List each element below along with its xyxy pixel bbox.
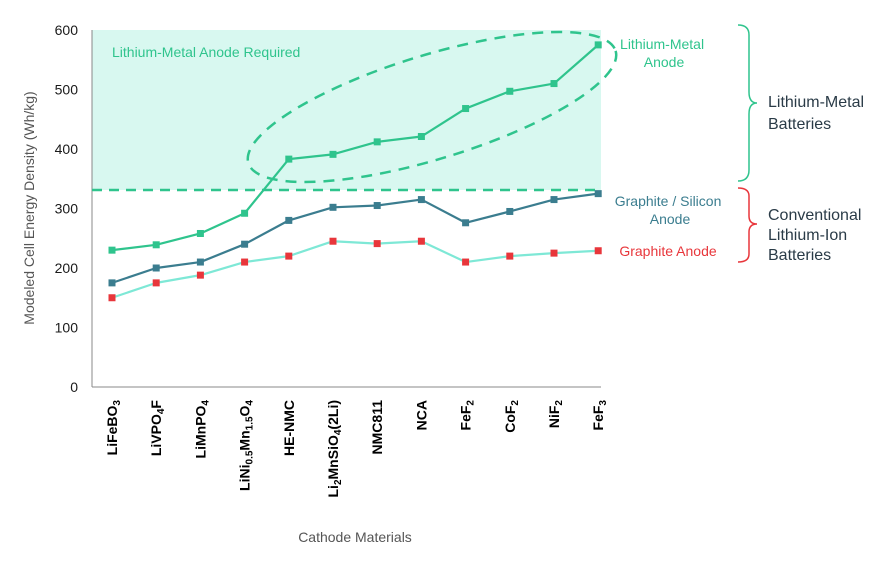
data-point-lithium-metal-anode xyxy=(196,229,204,237)
data-point-graphite-anode xyxy=(462,258,470,266)
y-axis-title: Modeled Cell Energy Density (Wh/kg) xyxy=(21,91,37,324)
x-category-label: FeF2 xyxy=(458,400,477,431)
conventional-li-ion-bracket xyxy=(737,187,758,263)
data-point-lithium-metal-anode xyxy=(241,209,249,217)
data-point-graphite-silicon-anode xyxy=(373,202,381,210)
data-point-graphite-silicon-anode xyxy=(550,196,558,204)
group-label-conventional-line3: Batteries xyxy=(768,247,831,264)
series-label-graphite: Graphite Anode xyxy=(619,243,717,259)
series-label-lithium-metal-line2: Anode xyxy=(644,54,685,70)
data-point-graphite-anode xyxy=(506,252,514,260)
x-category-label: NiF2 xyxy=(546,400,565,429)
y-tick-labels: 0 100 200 300 400 500 600 xyxy=(55,22,79,395)
group-label-lithium-metal-line2: Batteries xyxy=(768,116,831,133)
series-label-lithium-metal-line1: Lithium-Metal xyxy=(620,36,704,52)
y-tick-label: 100 xyxy=(55,320,79,336)
data-point-lithium-metal-anode xyxy=(506,87,514,95)
data-point-graphite-silicon-anode xyxy=(241,240,249,248)
series-line-graphite-anode xyxy=(111,240,599,299)
data-point-graphite-silicon-anode xyxy=(196,258,204,266)
data-point-graphite-silicon-anode xyxy=(285,216,293,224)
data-point-lithium-metal-anode xyxy=(417,133,425,141)
data-point-graphite-silicon-anode xyxy=(152,264,160,272)
li-metal-required-region xyxy=(92,30,601,190)
data-point-lithium-metal-anode xyxy=(285,155,293,163)
data-point-graphite-silicon-anode xyxy=(108,279,116,287)
x-category-label: Li2MnSiO4(2Li) xyxy=(325,400,344,498)
data-point-graphite-anode xyxy=(241,258,249,266)
group-label-conventional-line1: Conventional xyxy=(768,207,861,224)
series-line-graphite-silicon-anode xyxy=(111,192,599,284)
data-point-lithium-metal-anode xyxy=(152,241,160,249)
x-category-label: NCA xyxy=(413,400,429,430)
group-label-lithium-metal-line1: Lithium-Metal xyxy=(768,94,864,111)
data-point-graphite-anode xyxy=(196,271,204,279)
data-point-graphite-silicon-anode xyxy=(506,207,514,215)
data-point-graphite-silicon-anode xyxy=(329,203,337,211)
data-point-lithium-metal-anode xyxy=(594,41,602,49)
x-category-label: LiVPO4F xyxy=(148,400,167,457)
data-point-graphite-anode xyxy=(329,237,337,245)
group-label-conventional-line2: Lithium-Ion xyxy=(768,227,847,244)
y-tick-label: 400 xyxy=(55,141,79,157)
x-category-label: LiMnPO4 xyxy=(192,400,211,459)
y-tick-label: 200 xyxy=(55,260,79,276)
data-point-lithium-metal-anode xyxy=(550,80,558,88)
series-label-graphite-silicon-line2: Anode xyxy=(650,211,691,227)
group-label-lithium-metal: Lithium-Metal Batteries xyxy=(768,94,868,133)
y-tick-label: 600 xyxy=(55,22,79,38)
x-category-label: FeF3 xyxy=(590,400,609,431)
data-point-graphite-anode xyxy=(285,252,293,260)
series-lines xyxy=(111,44,599,299)
data-point-graphite-anode xyxy=(594,247,602,255)
data-point-graphite-anode xyxy=(108,294,116,302)
data-point-lithium-metal-anode xyxy=(329,150,337,158)
threshold-label: Lithium-Metal Anode Required xyxy=(112,44,300,60)
lithium-metal-batteries-bracket xyxy=(737,24,758,182)
data-point-lithium-metal-anode xyxy=(108,246,116,254)
x-category-label: LiFeBO3 xyxy=(104,400,123,456)
x-category-label: NMC811 xyxy=(369,400,385,455)
y-tick-label: 500 xyxy=(55,82,79,98)
series-line-lithium-metal-anode xyxy=(111,44,599,252)
x-category-label: HE-NMC xyxy=(281,400,297,456)
x-category-label: LiNi0.5Mn1.5O4 xyxy=(237,400,256,491)
data-point-graphite-anode xyxy=(417,237,425,245)
data-point-graphite-anode xyxy=(152,279,160,287)
x-category-labels: LiFeBO3 LiVPO4F LiMnPO4 LiNi0.5Mn1.5O4 HE-NM… xyxy=(104,400,609,498)
data-point-lithium-metal-anode xyxy=(373,138,381,146)
data-point-graphite-anode xyxy=(373,240,381,248)
data-point-graphite-silicon-anode xyxy=(594,190,602,198)
data-point-lithium-metal-anode xyxy=(462,105,470,113)
data-point-graphite-silicon-anode xyxy=(462,219,470,227)
series-label-graphite-silicon: Graphite / Silicon Anode xyxy=(615,193,726,227)
group-label-conventional: Conventional Lithium-Ion Batteries xyxy=(768,207,866,264)
lithium-metal-highlight-ellipse xyxy=(246,30,618,184)
x-axis-title: Cathode Materials xyxy=(298,529,412,545)
series-label-graphite-silicon-line1: Graphite / Silicon xyxy=(615,193,722,209)
x-category-label: CoF2 xyxy=(502,400,521,433)
data-point-graphite-silicon-anode xyxy=(417,196,425,204)
y-tick-label: 0 xyxy=(70,379,78,395)
series-markers xyxy=(108,41,602,302)
y-tick-label: 300 xyxy=(55,201,79,217)
data-point-graphite-anode xyxy=(550,249,558,257)
series-label-lithium-metal: Lithium-Metal Anode xyxy=(620,36,708,70)
